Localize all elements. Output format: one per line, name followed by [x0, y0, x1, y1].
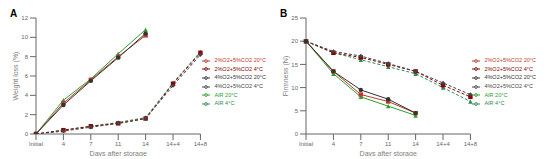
svg-text:Initial: Initial [299, 141, 313, 147]
svg-text:2: 2 [25, 112, 29, 118]
svg-text:10: 10 [21, 34, 28, 40]
svg-text:Weight loss (%): Weight loss (%) [12, 52, 20, 101]
svg-text:4: 4 [332, 141, 336, 147]
svg-text:14: 14 [412, 141, 419, 147]
svg-text:11: 11 [115, 141, 122, 147]
html-text:4%O2+5%CO2 20°C: 4%O2+5%CO2 20°C [484, 74, 536, 81]
html-text:2%O2+5%CO2 4°C: 2%O2+5%CO2 4°C [214, 65, 263, 72]
html-text:2%O2+5%CO2 4°C: 2%O2+5%CO2 4°C [484, 65, 533, 72]
html-text:4%O2+5%CO2 20°C: 4%O2+5%CO2 20°C [214, 74, 266, 81]
svg-text:6: 6 [25, 73, 29, 79]
svg-text:8: 8 [25, 54, 29, 60]
svg-text:Days after storage: Days after storage [360, 150, 417, 156]
svg-text:5: 5 [295, 108, 299, 114]
svg-text:14+4: 14+4 [166, 141, 180, 147]
svg-text:4: 4 [62, 141, 66, 147]
html-text:4%O2+5%CO2 4°C: 4%O2+5%CO2 4°C [484, 83, 533, 89]
svg-text:20: 20 [291, 38, 298, 44]
html-text:4%O2+5%CO2 4°C: 4%O2+5%CO2 4°C [214, 83, 263, 89]
html-text:A: A [10, 8, 18, 19]
svg-text:0: 0 [295, 131, 299, 137]
svg-text:Days after storage: Days after storage [90, 150, 147, 156]
html-text:B: B [280, 8, 288, 19]
svg-text:25: 25 [291, 15, 298, 21]
html-text:AIR 4°C: AIR 4°C [484, 100, 505, 107]
svg-text:14+8: 14+8 [464, 141, 478, 147]
svg-text:0: 0 [25, 131, 29, 137]
svg-text:14+4: 14+4 [436, 141, 450, 147]
html-text:AIR 20°C: AIR 20°C [484, 91, 508, 98]
svg-text:10: 10 [291, 85, 298, 91]
svg-text:7: 7 [359, 141, 363, 147]
svg-text:14: 14 [142, 141, 149, 147]
svg-text:12: 12 [21, 15, 28, 21]
svg-text:11: 11 [385, 141, 392, 147]
svg-text:7: 7 [89, 141, 93, 147]
svg-text:14+8: 14+8 [194, 141, 208, 147]
svg-text:Firmness (N): Firmness (N) [282, 56, 290, 96]
html-text:AIR 4°C: AIR 4°C [214, 100, 235, 107]
svg-text:4: 4 [25, 92, 29, 98]
svg-text:15: 15 [291, 62, 298, 68]
html-text:2%O2+5%CO2 20°C: 2%O2+5%CO2 20°C [214, 57, 266, 64]
html-text:2%O2+5%CO2 20°C: 2%O2+5%CO2 20°C [484, 57, 536, 64]
html-text:AIR 20°C: AIR 20°C [214, 91, 238, 98]
svg-text:Initial: Initial [29, 141, 43, 147]
